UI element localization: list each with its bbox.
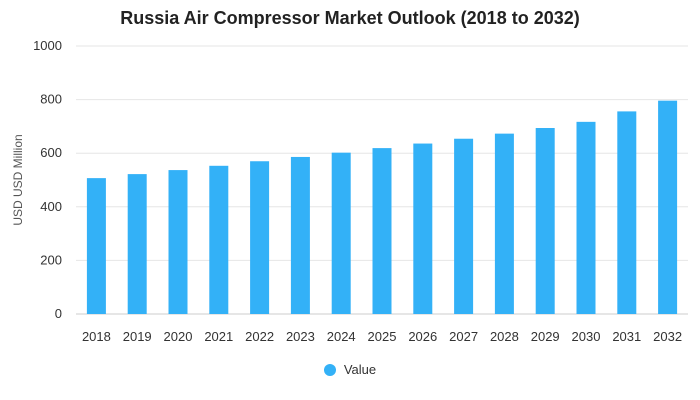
bar-2022 [250, 161, 270, 314]
x-tick-label: 2028 [490, 329, 519, 344]
bar-2028 [494, 133, 514, 314]
bar-2025 [372, 148, 392, 314]
bar-2020 [168, 170, 188, 314]
bar-2019 [127, 174, 147, 314]
y-axis-ticks: 0 200 400 600 800 1000 [33, 38, 62, 321]
bars [86, 100, 678, 315]
bar-2032 [658, 100, 678, 314]
y-axis-label: USD USD Million [11, 134, 25, 225]
x-tick-label: 2018 [82, 329, 111, 344]
x-tick-label: 2032 [653, 329, 682, 344]
y-tick-label: 400 [40, 199, 62, 214]
bar-2018 [86, 178, 106, 314]
bar-2024 [331, 152, 351, 314]
x-tick-label: 2027 [449, 329, 478, 344]
legend-swatch [323, 363, 336, 376]
legend: Value [0, 362, 700, 377]
x-tick-label: 2031 [612, 329, 641, 344]
bar-2026 [413, 143, 433, 314]
bar-2031 [617, 111, 637, 314]
bar-2023 [290, 156, 310, 314]
x-tick-label: 2025 [368, 329, 397, 344]
x-tick-label: 2023 [286, 329, 315, 344]
x-tick-label: 2026 [408, 329, 437, 344]
x-tick-label: 2024 [327, 329, 356, 344]
y-tick-label: 800 [40, 92, 62, 107]
y-tick-label: 200 [40, 252, 62, 267]
y-tick-label: 0 [55, 306, 62, 321]
x-tick-label: 2029 [531, 329, 560, 344]
x-tick-label: 2030 [572, 329, 601, 344]
bar-2027 [454, 138, 474, 314]
bar-2021 [209, 165, 229, 314]
chart-title: Russia Air Compressor Market Outlook (20… [120, 8, 580, 28]
x-tick-label: 2019 [123, 329, 152, 344]
x-tick-label: 2022 [245, 329, 274, 344]
legend-label: Value [343, 362, 377, 377]
x-axis-ticks: 2018 2019 2020 2021 2022 2023 2024 2025 2026 2027… [82, 329, 682, 344]
y-tick-label: 1000 [33, 38, 62, 53]
y-tick-label: 600 [40, 145, 62, 160]
x-tick-label: 2021 [204, 329, 233, 344]
bar-2030 [576, 121, 596, 315]
bar-2029 [535, 128, 555, 314]
x-tick-label: 2020 [164, 329, 193, 344]
